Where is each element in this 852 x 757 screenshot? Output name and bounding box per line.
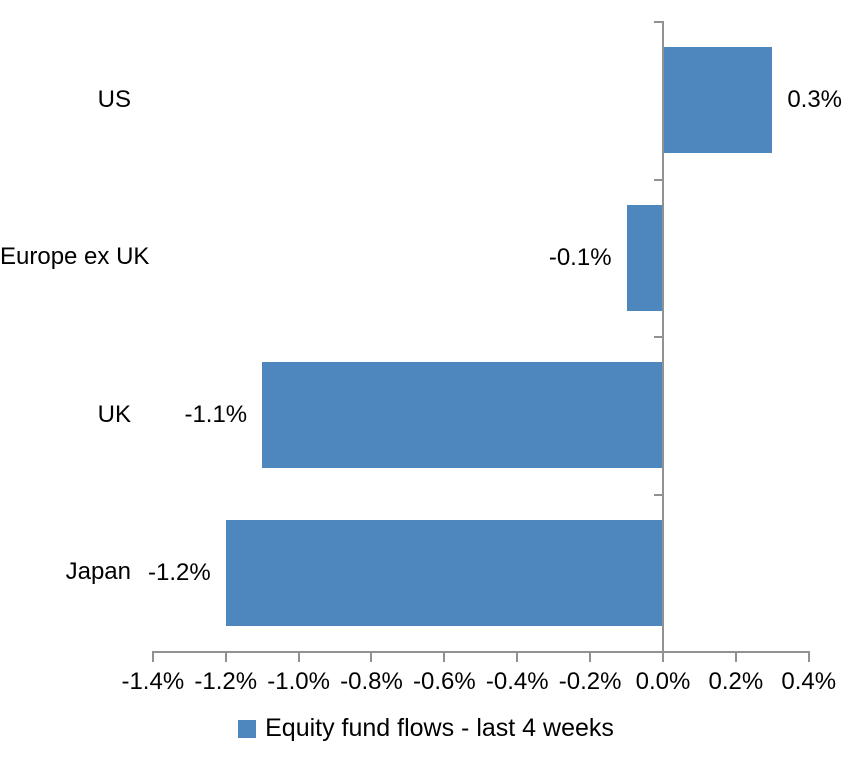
x-axis-tick — [807, 651, 810, 662]
value-zero-axis-line — [662, 21, 664, 653]
x-axis-tick — [734, 651, 737, 662]
x-tick-label: -0.8% — [340, 668, 403, 695]
x-axis-tick — [151, 651, 154, 662]
x-axis-line — [151, 651, 810, 653]
x-tick-label: 0.4% — [781, 668, 837, 695]
x-tick-label: 0.2% — [708, 668, 764, 695]
category-label-japan: Japan — [65, 558, 131, 586]
bar-japan — [225, 519, 663, 626]
x-axis-tick — [589, 651, 592, 662]
x-tick-label: 0.0% — [635, 668, 691, 695]
x-tick-label: -1.0% — [267, 668, 330, 695]
bar-uk — [262, 362, 663, 468]
x-tick-label: -0.6% — [413, 668, 476, 695]
category-tick — [654, 493, 662, 496]
bar-us — [663, 47, 773, 153]
x-tick-label: -1.4% — [121, 668, 185, 695]
x-axis-tick — [297, 651, 300, 662]
category-label-europe-ex-uk: Europe ex UK — [0, 243, 150, 271]
legend-marker-icon — [238, 719, 257, 738]
x-tick-label: -0.2% — [558, 668, 622, 695]
x-tick-label: -0.4% — [485, 668, 549, 695]
category-tick — [654, 336, 662, 338]
x-axis-tick — [370, 651, 373, 662]
legend-label: Equity fund flows - last 4 weeks — [265, 714, 614, 742]
x-axis-tick — [662, 651, 664, 662]
x-axis-tick — [224, 651, 227, 662]
data-label-japan: -1.2% — [148, 558, 211, 586]
data-label-us: 0.3% — [787, 86, 843, 113]
x-axis-tick — [443, 651, 446, 662]
x-axis-tick — [516, 651, 519, 662]
data-label-uk: -1.1% — [184, 401, 248, 428]
bar-europe-ex-uk — [626, 204, 663, 311]
legend: Equity fund flows - last 4 weeks — [0, 714, 852, 743]
category-label-us: US — [97, 85, 131, 113]
category-tick — [654, 21, 662, 23]
category-tick — [654, 178, 662, 181]
x-tick-label: -1.2% — [194, 668, 258, 695]
data-label-europe-ex-uk: -0.1% — [548, 243, 612, 271]
category-label-uk: UK — [97, 400, 131, 428]
